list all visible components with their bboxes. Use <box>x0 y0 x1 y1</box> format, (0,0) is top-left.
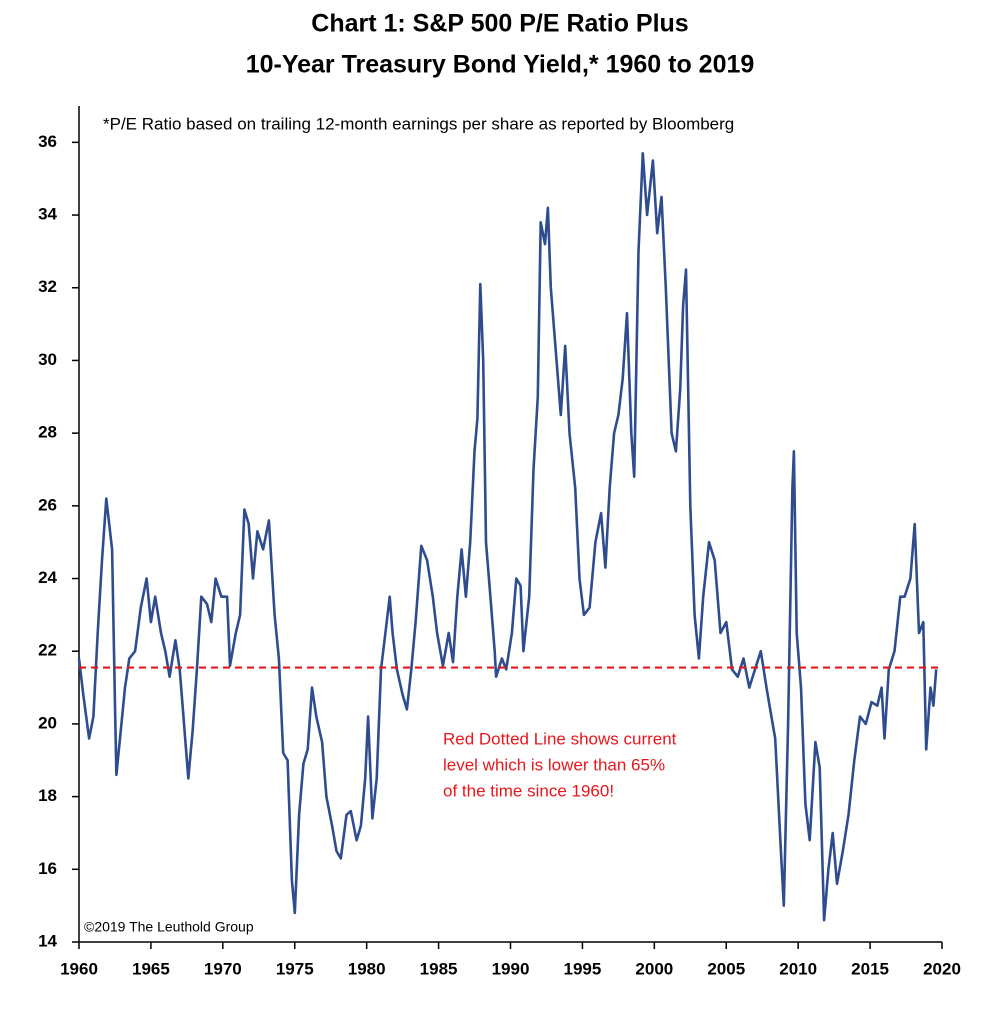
y-tick-label: 36 <box>38 132 57 151</box>
x-tick-label: 2005 <box>707 959 745 978</box>
x-tick-label: 2015 <box>851 959 889 978</box>
x-tick-label: 1995 <box>564 959 602 978</box>
pe-line <box>77 152 938 922</box>
y-tick-label: 26 <box>38 495 57 514</box>
y-tick-label: 20 <box>38 713 57 732</box>
x-tick-label: 2010 <box>779 959 817 978</box>
x-tick-label: 2020 <box>923 959 961 978</box>
x-tick-label: 1965 <box>132 959 170 978</box>
chart-title: 10-Year Treasury Bond Yield,* 1960 to 20… <box>246 51 755 79</box>
annotation: of the time since 1960! <box>443 781 614 800</box>
credit: ©2019 The Leuthold Group <box>84 919 254 935</box>
annotation: Red Dotted Line shows current <box>443 729 677 748</box>
x-tick-label: 1975 <box>276 959 314 978</box>
y-tick-label: 22 <box>38 641 57 660</box>
x-tick-label: 1960 <box>60 959 98 978</box>
y-tick-label: 18 <box>38 786 57 805</box>
y-tick-label: 32 <box>38 277 57 296</box>
x-tick-label: 1970 <box>204 959 242 978</box>
y-tick-label: 28 <box>38 423 57 442</box>
chart-title: Chart 1: S&P 500 P/E Ratio Plus <box>311 10 688 38</box>
y-tick-label: 24 <box>38 568 57 587</box>
x-tick-label: 2000 <box>635 959 673 978</box>
x-tick-label: 1980 <box>348 959 386 978</box>
subtitle: *P/E Ratio based on trailing 12-month ea… <box>103 114 734 133</box>
x-tick-label: 1990 <box>492 959 530 978</box>
annotation: level which is lower than 65% <box>443 755 665 774</box>
y-tick-label: 34 <box>38 205 57 224</box>
y-tick-label: 30 <box>38 350 57 369</box>
y-tick-label: 14 <box>38 931 57 950</box>
x-tick-label: 1985 <box>420 959 458 978</box>
y-tick-label: 16 <box>38 859 57 878</box>
